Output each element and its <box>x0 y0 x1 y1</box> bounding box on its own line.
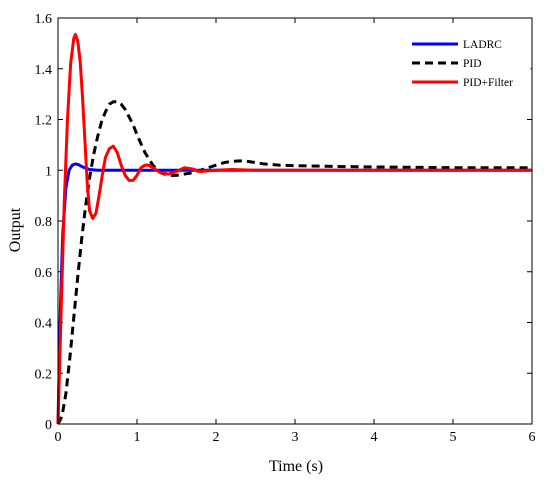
x-tick-label: 1 <box>134 430 141 445</box>
legend-label-pid-filter: PID+Filter <box>463 77 513 89</box>
y-tick-label: 1 <box>45 164 52 179</box>
y-tick-label: 0.8 <box>35 215 53 230</box>
y-axis-title: Output <box>7 207 24 252</box>
x-tick-label: 3 <box>292 430 299 445</box>
tick-labels: 0 1 2 3 4 5 6 0 0.2 0.4 0.6 0.8 1 1.2 1.4 1.6 <box>35 12 536 445</box>
x-tick-label: 6 <box>529 430 536 445</box>
series-layer <box>56 32 532 425</box>
y-tick-label: 0.2 <box>35 367 53 382</box>
legend-label-pid: PID <box>463 58 482 70</box>
x-tick-label: 4 <box>371 430 378 445</box>
series-line-ladrc <box>56 162 532 425</box>
legend-label-ladrc: LADRC <box>463 39 502 51</box>
series-line-pid-filter <box>56 32 532 425</box>
y-tick-label: 0.4 <box>35 317 53 332</box>
x-axis-title: Time (s) <box>269 458 323 475</box>
x-tick-label: 2 <box>213 430 220 445</box>
x-tick-label: 0 <box>55 430 62 445</box>
x-tick-label: 5 <box>450 430 457 445</box>
legend: LADRC PID PID+Filter <box>403 29 531 93</box>
plot-frame <box>57 17 533 425</box>
y-tick-label: 1.4 <box>35 63 53 78</box>
y-tick-label: 1.6 <box>35 12 53 27</box>
y-tick-label: 1.2 <box>35 114 53 129</box>
series-line-pid <box>56 100 532 425</box>
y-tick-label: 0.6 <box>35 266 53 281</box>
y-tick-label: 0 <box>45 418 52 433</box>
